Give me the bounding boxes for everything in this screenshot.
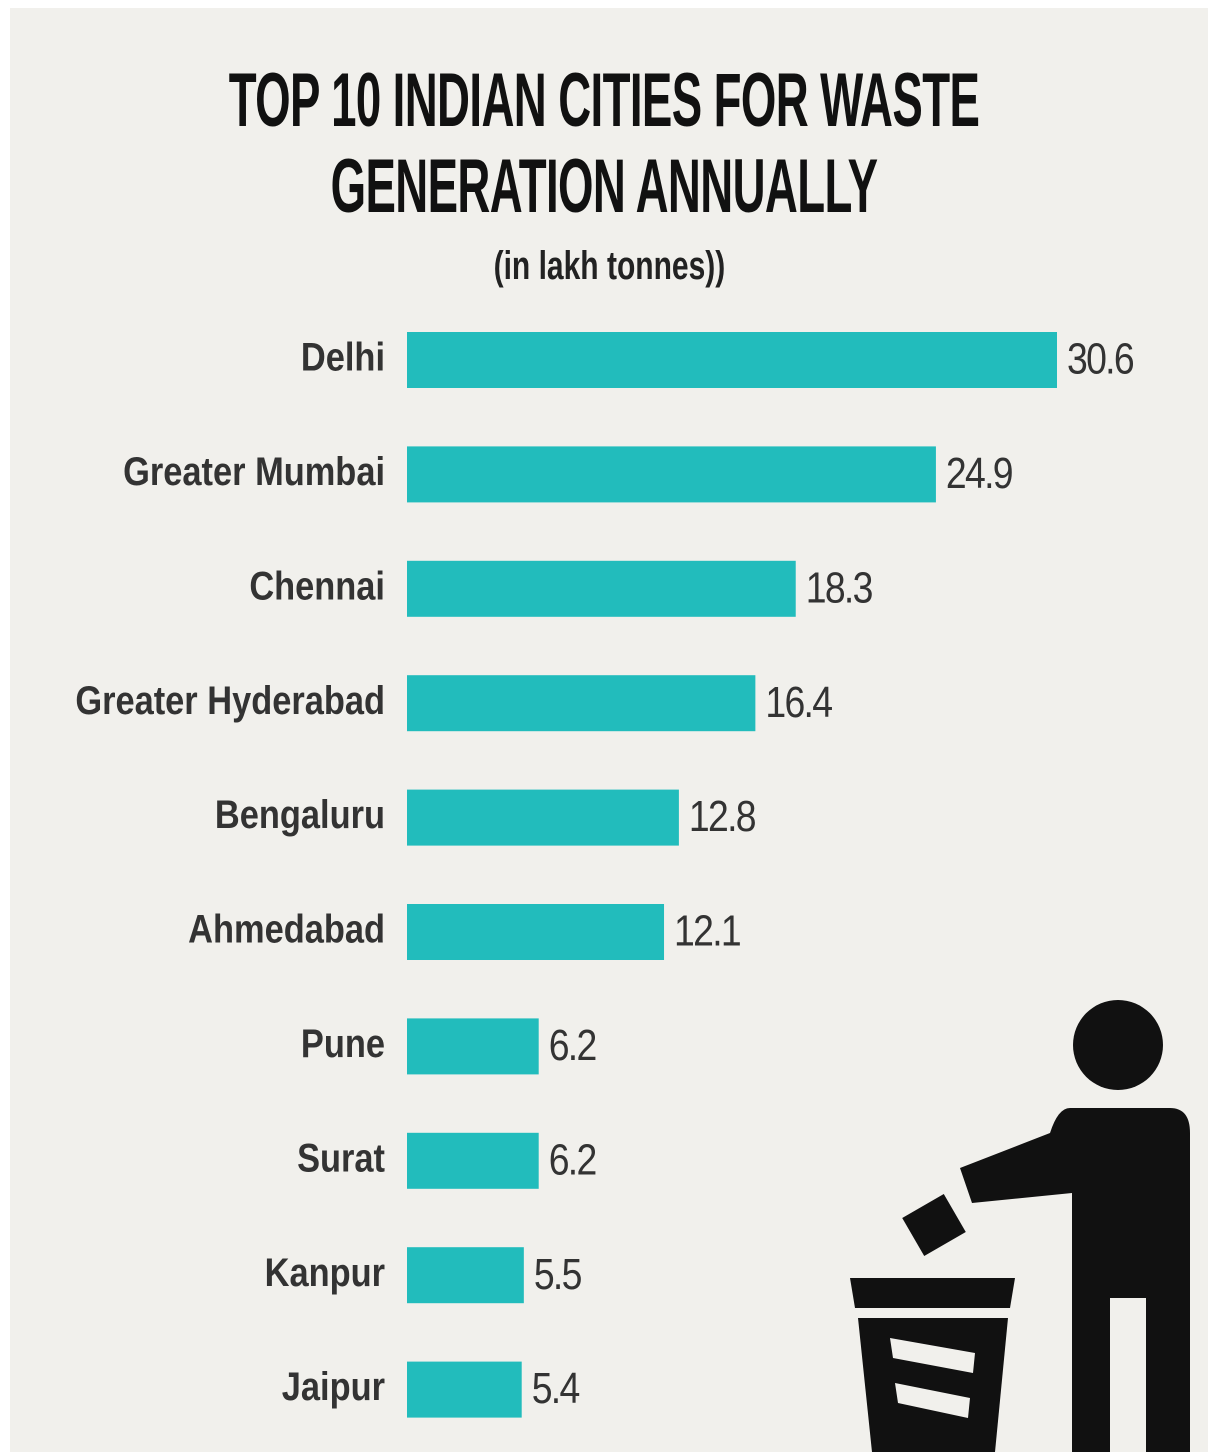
- bar: [407, 332, 1057, 388]
- value-label: 30.6: [1067, 334, 1133, 384]
- icon-litter: [902, 1194, 966, 1256]
- value-label: 6.2: [549, 1135, 596, 1185]
- value-label: 12.8: [689, 791, 755, 841]
- bar: [407, 446, 936, 502]
- category-label: Pune: [301, 1021, 385, 1066]
- bar: [407, 904, 664, 960]
- trash-icon: [850, 1000, 1190, 1452]
- value-label: 5.4: [532, 1363, 580, 1413]
- category-label: Surat: [297, 1135, 385, 1180]
- bar: [407, 790, 679, 846]
- value-label: 18.3: [806, 563, 872, 613]
- category-label: Kanpur: [265, 1249, 385, 1294]
- category-label: Greater Mumbai: [123, 449, 385, 494]
- category-label: Ahmedabad: [188, 906, 385, 951]
- bar: [407, 1018, 539, 1074]
- bar: [407, 1133, 539, 1189]
- bar: [407, 675, 755, 731]
- value-label: 16.4: [765, 677, 832, 727]
- icon-bin: [858, 1318, 1008, 1452]
- value-label: 24.9: [946, 448, 1012, 498]
- category-label: Jaipur: [282, 1364, 385, 1409]
- category-label: Chennai: [249, 563, 385, 608]
- infographic: TOP 10 INDIAN CITIES FOR WASTE GENERATIO…: [10, 8, 1208, 1452]
- bar: [407, 1247, 524, 1303]
- value-label: 6.2: [549, 1020, 596, 1070]
- value-label: 12.1: [674, 906, 740, 956]
- icon-head: [1073, 1000, 1163, 1090]
- value-label: 5.5: [534, 1249, 581, 1299]
- chart: Delhi 30.6 Greater Mumbai 24.9 Chennai 18.3 Gr…: [10, 8, 1208, 1452]
- category-label: Greater Hyderabad: [75, 677, 385, 722]
- icon-bin-lid: [850, 1278, 1015, 1308]
- bar: [407, 1362, 522, 1418]
- bar: [407, 561, 796, 617]
- category-label: Bengaluru: [215, 792, 385, 837]
- category-label: Delhi: [301, 334, 385, 379]
